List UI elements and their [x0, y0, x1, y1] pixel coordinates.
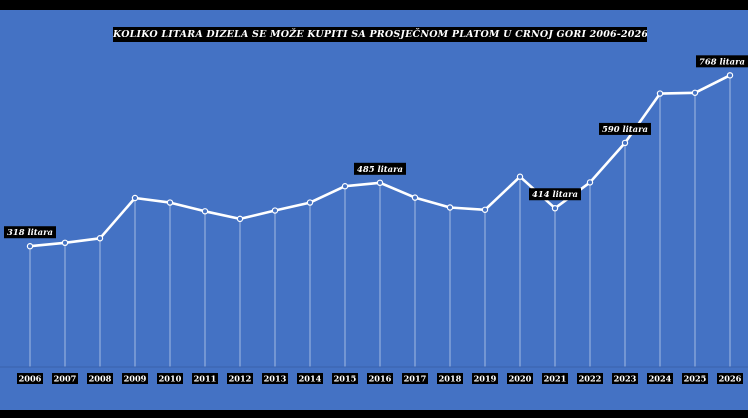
x-tick-2006: 2006 [17, 373, 43, 384]
x-tick-2007: 2007 [52, 373, 78, 384]
x-tick-2009: 2009 [122, 373, 148, 384]
data-point-2018 [446, 204, 454, 211]
data-label-text: 485 litara [357, 164, 403, 174]
data-point-2020 [516, 173, 524, 180]
data-points [26, 72, 734, 250]
x-tick-2011: 2011 [192, 373, 218, 384]
data-label-2021: 414 litara [529, 188, 581, 201]
data-point-2006 [26, 243, 34, 250]
x-tick-label: 2007 [54, 374, 77, 384]
data-point-2015 [341, 183, 349, 190]
data-label-2023: 590 litara [599, 122, 651, 135]
data-label-text: 768 litara [699, 56, 745, 66]
x-tick-2020: 2020 [507, 373, 533, 384]
x-tick-label: 2016 [369, 374, 392, 384]
data-label-text: 318 litara [7, 227, 53, 237]
x-tick-label: 2015 [334, 374, 357, 384]
data-point-2010 [166, 199, 174, 206]
data-label-2026: 768 litara [696, 55, 748, 68]
x-tick-labels: 2006 2007 2008 2009 2010 2011 2012 2013 2014 2015… [17, 373, 743, 384]
x-tick-label: 2009 [124, 374, 147, 384]
x-tick-2021: 2021 [542, 373, 568, 384]
data-point-2024 [656, 90, 664, 97]
x-tick-label: 2014 [299, 374, 322, 384]
data-point-2017 [411, 194, 419, 201]
drop-lines [29, 75, 731, 367]
data-point-2011 [201, 208, 209, 215]
x-tick-2024: 2024 [647, 373, 673, 384]
x-tick-2022: 2022 [577, 373, 603, 384]
data-point-2013 [271, 207, 279, 214]
x-tick-2025: 2025 [682, 373, 708, 384]
x-tick-label: 2008 [89, 374, 112, 384]
x-tick-2018: 2018 [437, 373, 463, 384]
x-tick-2013: 2013 [262, 373, 288, 384]
data-point-2012 [236, 215, 244, 223]
x-tick-label: 2020 [509, 374, 532, 384]
data-point-2025 [691, 89, 699, 96]
data-point-2023 [621, 139, 629, 147]
data-label-2016: 485 litara [354, 162, 406, 175]
x-tick-2014: 2014 [297, 373, 323, 384]
chart-title: KOLIKO LITARA DIZELA SE MOŽE KUPITI SA P… [113, 27, 647, 42]
x-tick-2008: 2008 [87, 373, 113, 384]
data-point-2009 [131, 194, 139, 202]
data-point-2008 [96, 235, 104, 242]
data-point-2014 [306, 199, 314, 206]
x-tick-label: 2026 [719, 374, 742, 384]
data-point-2021 [551, 205, 559, 212]
x-tick-label: 2010 [159, 374, 182, 384]
x-tick-2017: 2017 [402, 373, 428, 384]
x-tick-label: 2019 [474, 374, 497, 384]
x-tick-2026: 2026 [717, 373, 743, 384]
x-tick-label: 2024 [649, 374, 672, 384]
x-tick-label: 2012 [229, 374, 252, 384]
data-label-text: 414 litara [532, 189, 578, 199]
data-label-2006: 318 litara [4, 226, 56, 239]
data-labels: 318 litara 485 litara 414 litara 590 litara… [4, 55, 748, 239]
x-tick-label: 2006 [19, 374, 42, 384]
x-tick-label: 2023 [614, 374, 637, 384]
x-tick-label: 2013 [264, 374, 287, 384]
data-point-2019 [481, 206, 489, 213]
x-tick-label: 2021 [544, 374, 567, 384]
x-tick-2023: 2023 [612, 373, 638, 384]
x-tick-2015: 2015 [332, 373, 358, 384]
x-tick-label: 2025 [684, 374, 707, 384]
x-tick-label: 2011 [194, 374, 217, 384]
x-tick-2012: 2012 [227, 373, 253, 384]
data-point-2022 [586, 179, 594, 186]
x-tick-label: 2018 [439, 374, 462, 384]
x-tick-2019: 2019 [472, 373, 498, 384]
x-tick-2016: 2016 [367, 373, 393, 384]
x-tick-2010: 2010 [157, 373, 183, 384]
x-tick-label: 2017 [404, 374, 427, 384]
data-label-text: 590 litara [602, 124, 648, 134]
data-point-2026 [726, 72, 734, 79]
data-point-2007 [61, 239, 69, 247]
data-point-2016 [376, 179, 384, 187]
x-tick-label: 2022 [579, 374, 602, 384]
